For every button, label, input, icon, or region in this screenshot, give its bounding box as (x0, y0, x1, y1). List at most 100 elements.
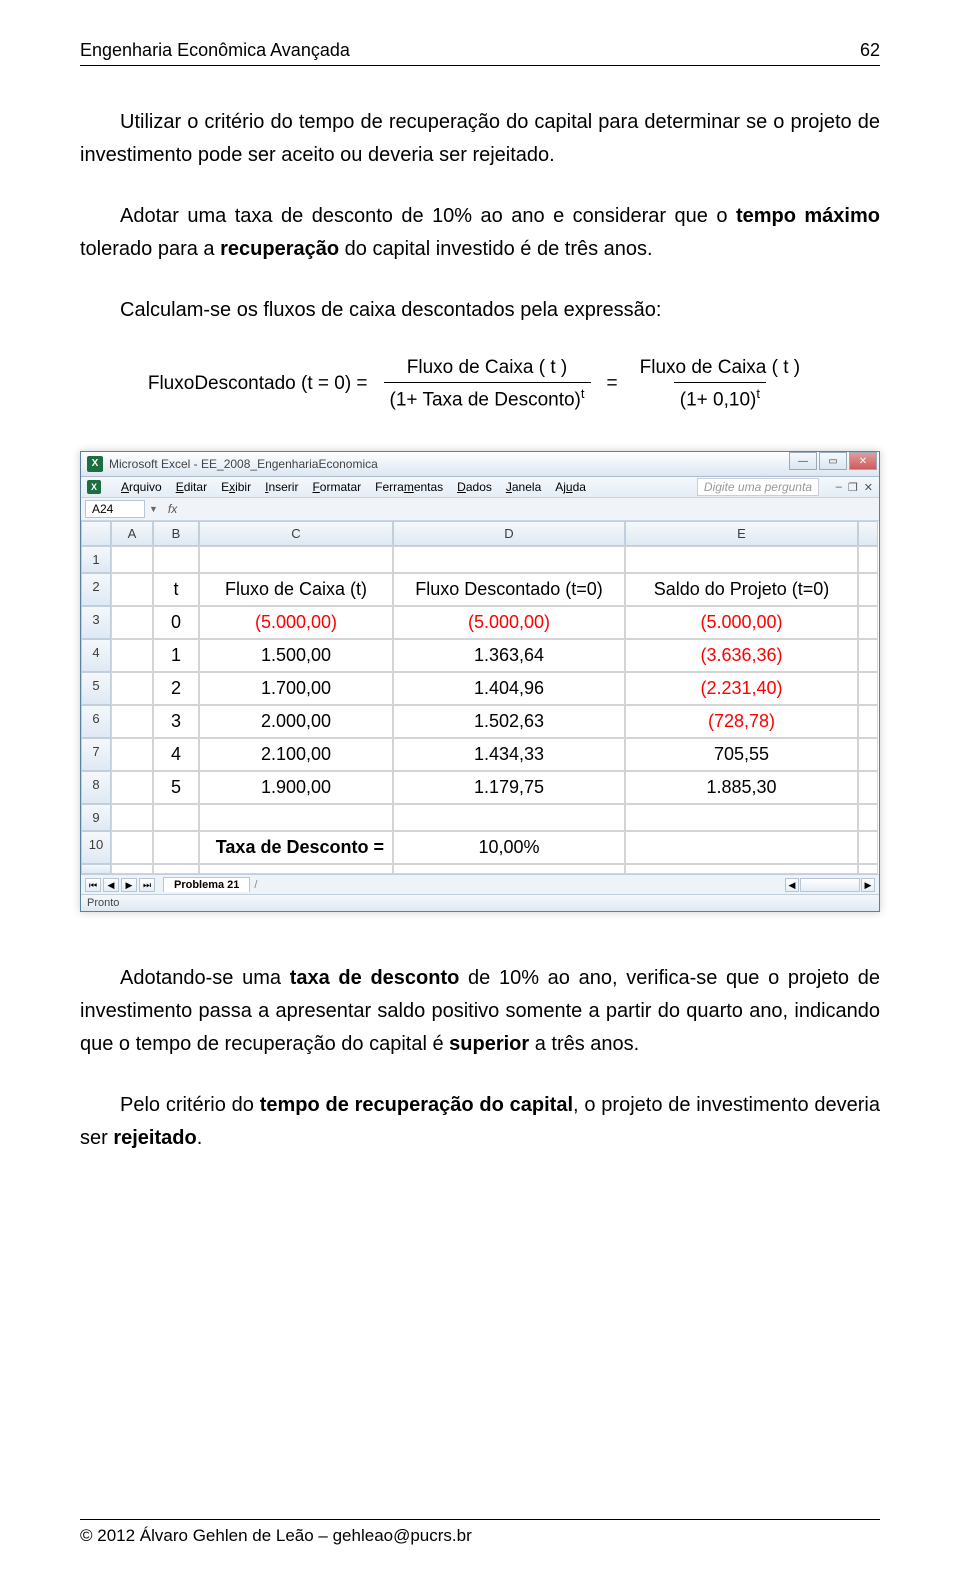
cell[interactable] (625, 804, 858, 831)
row-header[interactable]: 10 (81, 831, 111, 864)
doc-restore-icon[interactable]: ❐ (848, 481, 858, 494)
cell[interactable]: 1.434,33 (393, 738, 625, 771)
cell[interactable]: 2.000,00 (199, 705, 393, 738)
sheet-nav-last-icon[interactable]: ⏭ (139, 878, 155, 892)
cell[interactable] (625, 546, 858, 573)
row-header[interactable] (81, 864, 111, 874)
row-header[interactable]: 3 (81, 606, 111, 639)
sheet-nav-prev-icon[interactable]: ◀ (103, 878, 119, 892)
maximize-button[interactable]: ▭ (819, 452, 847, 470)
row-header[interactable]: 7 (81, 738, 111, 771)
menu-ferramentas[interactable]: Ferramentas (375, 480, 443, 494)
cell[interactable]: 1.700,00 (199, 672, 393, 705)
col-header-B[interactable]: B (153, 521, 199, 546)
select-all-corner[interactable] (81, 521, 111, 546)
cell[interactable] (199, 804, 393, 831)
cell[interactable] (153, 546, 199, 573)
name-box[interactable]: A24 (85, 500, 145, 518)
close-button[interactable]: ✕ (849, 452, 877, 470)
cell[interactable]: 1.363,64 (393, 639, 625, 672)
col-header-C[interactable]: C (199, 521, 393, 546)
cell[interactable]: (728,78) (625, 705, 858, 738)
horizontal-scrollbar[interactable]: ◀ ▶ (785, 878, 875, 892)
col-header-D[interactable]: D (393, 521, 625, 546)
sheet-nav-next-icon[interactable]: ▶ (121, 878, 137, 892)
cell[interactable] (111, 606, 153, 639)
cell[interactable] (111, 771, 153, 804)
cell[interactable]: (5.000,00) (625, 606, 858, 639)
cell[interactable] (111, 639, 153, 672)
menu-formatar[interactable]: Formatar (312, 480, 361, 494)
menu-ajuda[interactable]: Ajuda (555, 480, 586, 494)
cell[interactable]: Fluxo de Caixa (t) (199, 573, 393, 606)
cell[interactable]: (2.231,40) (625, 672, 858, 705)
cell[interactable] (111, 705, 153, 738)
cell[interactable]: Fluxo Descontado (t=0) (393, 573, 625, 606)
doc-close-icon[interactable]: ✕ (864, 481, 873, 494)
cell[interactable]: 5 (153, 771, 199, 804)
cell[interactable]: 1.500,00 (199, 639, 393, 672)
scroll-left-icon[interactable]: ◀ (785, 878, 799, 892)
chevron-down-icon[interactable]: ▼ (149, 504, 158, 514)
row-header[interactable]: 1 (81, 546, 111, 573)
cell[interactable]: t (153, 573, 199, 606)
cell[interactable] (111, 738, 153, 771)
cell[interactable]: 1.900,00 (199, 771, 393, 804)
cell[interactable] (111, 864, 153, 874)
cell[interactable] (153, 864, 199, 874)
cell[interactable]: 4 (153, 738, 199, 771)
cell[interactable] (111, 573, 153, 606)
cell[interactable]: 1.179,75 (393, 771, 625, 804)
cell[interactable]: 2 (153, 672, 199, 705)
cell[interactable]: 705,55 (625, 738, 858, 771)
menu-exibir[interactable]: Exibir (221, 480, 251, 494)
cell[interactable] (625, 864, 858, 874)
minimize-button[interactable]: — (789, 452, 817, 470)
sheet-tab[interactable]: Problema 21 (163, 877, 250, 892)
row-header[interactable]: 5 (81, 672, 111, 705)
cell[interactable]: Taxa de Desconto = (199, 831, 393, 864)
menu-editar[interactable]: Editar (176, 480, 207, 494)
cell[interactable] (199, 864, 393, 874)
cell[interactable]: 1.885,30 (625, 771, 858, 804)
cell[interactable] (111, 804, 153, 831)
cell[interactable] (111, 546, 153, 573)
help-search[interactable]: Digite uma pergunta (697, 478, 819, 496)
cell[interactable] (393, 546, 625, 573)
cell[interactable]: 10,00% (393, 831, 625, 864)
cell[interactable] (625, 831, 858, 864)
row-header[interactable]: 6 (81, 705, 111, 738)
menu-dados[interactable]: Dados (457, 480, 492, 494)
row-header[interactable]: 8 (81, 771, 111, 804)
cell[interactable] (111, 672, 153, 705)
col-header-A[interactable]: A (111, 521, 153, 546)
row-header[interactable]: 9 (81, 804, 111, 831)
cell[interactable] (153, 831, 199, 864)
cell[interactable]: 1.502,63 (393, 705, 625, 738)
cell[interactable]: 0 (153, 606, 199, 639)
cell[interactable] (393, 804, 625, 831)
doc-minimize-icon[interactable]: – (836, 481, 842, 494)
cell[interactable]: 2.100,00 (199, 738, 393, 771)
scroll-track[interactable] (800, 878, 860, 892)
row-header[interactable]: 2 (81, 573, 111, 606)
cell[interactable] (393, 864, 625, 874)
fx-icon[interactable]: fx (168, 502, 177, 516)
cell[interactable]: Saldo do Projeto (t=0) (625, 573, 858, 606)
menu-arquivo[interactable]: Arquivo (121, 480, 162, 494)
menu-janela[interactable]: Janela (506, 480, 541, 494)
cell[interactable]: 3 (153, 705, 199, 738)
scroll-right-icon[interactable]: ▶ (861, 878, 875, 892)
cell[interactable]: 1 (153, 639, 199, 672)
menu-inserir[interactable]: Inserir (265, 480, 298, 494)
cell[interactable]: (5.000,00) (393, 606, 625, 639)
col-header-E[interactable]: E (625, 521, 858, 546)
sheet-nav-first-icon[interactable]: ⏮ (85, 878, 101, 892)
cell[interactable] (199, 546, 393, 573)
cell[interactable] (153, 804, 199, 831)
cell[interactable] (111, 831, 153, 864)
row-header[interactable]: 4 (81, 639, 111, 672)
cell[interactable]: (5.000,00) (199, 606, 393, 639)
cell[interactable]: (3.636,36) (625, 639, 858, 672)
cell[interactable]: 1.404,96 (393, 672, 625, 705)
